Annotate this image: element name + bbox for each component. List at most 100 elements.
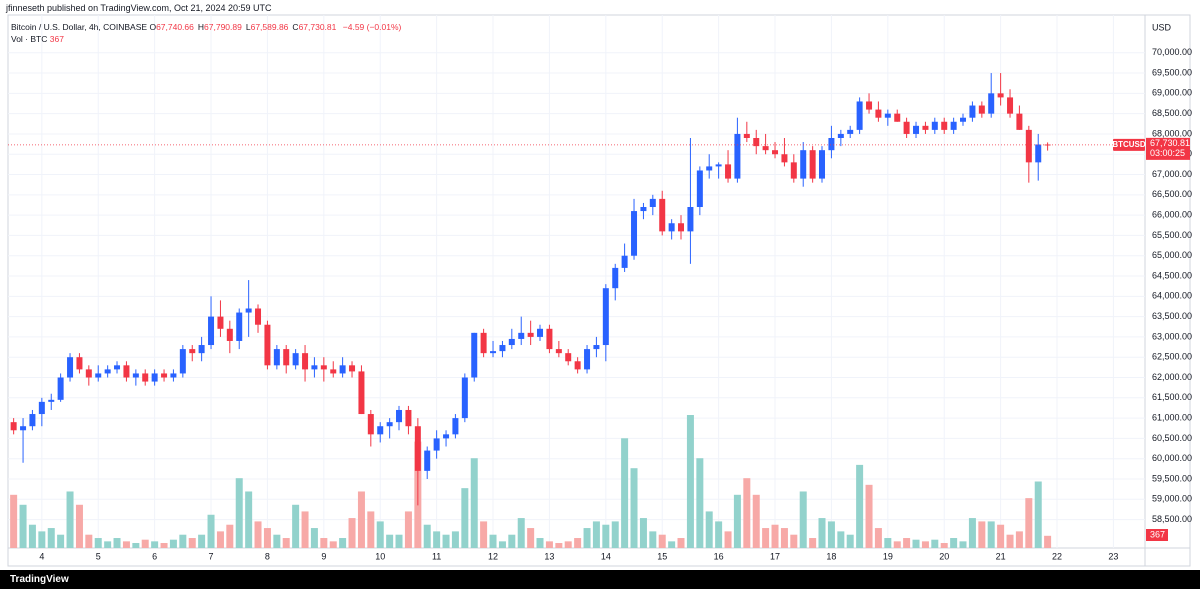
volume-bar	[1015, 531, 1023, 548]
y-tick-label: 70,000.00	[1152, 47, 1192, 57]
volume-bar	[254, 521, 262, 548]
candle-body	[875, 109, 882, 118]
volume-bar	[132, 543, 140, 548]
y-tick-label: 68,000.00	[1152, 128, 1192, 138]
volume-bar	[94, 538, 102, 548]
y-tick-label: 60,000.00	[1152, 453, 1192, 463]
volume-bar	[837, 531, 845, 548]
legend-value: 67,589.86	[250, 22, 289, 32]
candle-body	[574, 361, 581, 370]
volume-bar	[19, 504, 27, 548]
volume-bar	[1025, 498, 1033, 548]
chart: USD 58,500.00 59,000.00 59,500.00 60,000.00…	[7, 14, 1192, 567]
candle-body	[894, 113, 901, 122]
candle-body	[762, 146, 769, 151]
volume-last: 367	[49, 34, 64, 44]
candle-body	[189, 349, 196, 354]
candle-body	[480, 332, 487, 354]
x-tick-label: 17	[770, 551, 780, 561]
candle-body	[57, 377, 64, 400]
candle-body	[856, 101, 863, 130]
y-tick-label: 64,000.00	[1152, 291, 1192, 301]
volume-bar	[423, 524, 431, 548]
candle-body	[104, 369, 111, 374]
y-tick-label: 63,500.00	[1152, 311, 1192, 321]
candle-body	[602, 288, 609, 346]
candle-body	[1025, 129, 1032, 163]
volume-bar	[931, 539, 939, 548]
candle-body	[809, 150, 816, 179]
candle-body	[612, 267, 619, 289]
volume-bar	[574, 538, 582, 548]
x-tick-label: 20	[939, 551, 949, 561]
volume-bar	[658, 534, 666, 548]
candle-body	[706, 166, 713, 171]
x-tick-label: 4	[39, 551, 44, 561]
candle-body	[1035, 144, 1042, 163]
candle-body	[76, 357, 83, 370]
volume-bar	[1006, 534, 1014, 548]
volume-bar	[169, 539, 177, 548]
candle-body	[85, 369, 92, 378]
volume-bar	[216, 531, 224, 548]
candle-body	[29, 414, 36, 427]
x-tick-label: 7	[209, 551, 214, 561]
legend-value: 67,730.81	[298, 22, 337, 32]
y-tick-label: 63,000.00	[1152, 331, 1192, 341]
candle-body	[490, 351, 497, 354]
volume-bar	[686, 415, 694, 548]
y-tick-label: 60,500.00	[1152, 433, 1192, 443]
x-tick-label: 13	[544, 551, 554, 561]
change: −4.59 (−0.01%)	[342, 22, 402, 32]
candle-body	[715, 164, 722, 167]
candle-body	[668, 223, 675, 232]
volume-bar	[639, 518, 647, 548]
candle-body	[339, 365, 346, 374]
candle-body	[226, 328, 233, 341]
volume-bar	[198, 534, 206, 548]
candle-body	[884, 113, 891, 118]
volume-bar	[583, 528, 591, 548]
candle-body	[255, 308, 262, 325]
volume-bar	[987, 521, 995, 548]
candle-body	[114, 365, 121, 370]
candle-body	[405, 409, 412, 427]
candle-body	[1044, 144, 1051, 146]
volume-bar	[235, 478, 243, 548]
candle-body	[132, 373, 139, 378]
candle-body	[800, 150, 807, 179]
volume-bar	[151, 541, 159, 548]
volume-bar	[602, 524, 610, 548]
volume-bar	[997, 524, 1005, 548]
volume-bar	[790, 534, 798, 548]
candle-body	[640, 207, 647, 212]
volume-bar	[564, 541, 572, 548]
candle-body	[847, 129, 854, 134]
volume-bar	[188, 538, 196, 548]
volume-bar	[715, 521, 723, 548]
volume-bar	[113, 538, 121, 548]
x-tick-label: 12	[488, 551, 498, 561]
candle-body	[461, 377, 468, 419]
volume-bar	[536, 538, 544, 548]
candle-body	[903, 121, 910, 134]
volume-bar	[226, 524, 234, 548]
volume-bar	[978, 521, 986, 548]
volume-legend: Vol · BTC 367	[11, 34, 64, 44]
volume-bar	[893, 541, 901, 548]
x-tick-label: 9	[321, 551, 326, 561]
footer: TradingView	[0, 570, 1200, 589]
candle-body	[358, 371, 365, 415]
volume-bar	[884, 538, 892, 548]
volume-bar	[310, 528, 318, 548]
candle-body	[790, 162, 797, 179]
y-tick-label: 69,500.00	[1152, 67, 1192, 77]
volume-bar	[940, 543, 948, 548]
candle-body	[396, 409, 403, 423]
symbol: Bitcoin / U.S. Dollar, 4h, COINBASE	[11, 22, 148, 32]
volume-bar	[611, 521, 619, 548]
candle-body	[198, 345, 205, 354]
volume-bar	[555, 543, 563, 548]
x-tick-label: 10	[375, 551, 385, 561]
candle-body	[1007, 97, 1014, 114]
